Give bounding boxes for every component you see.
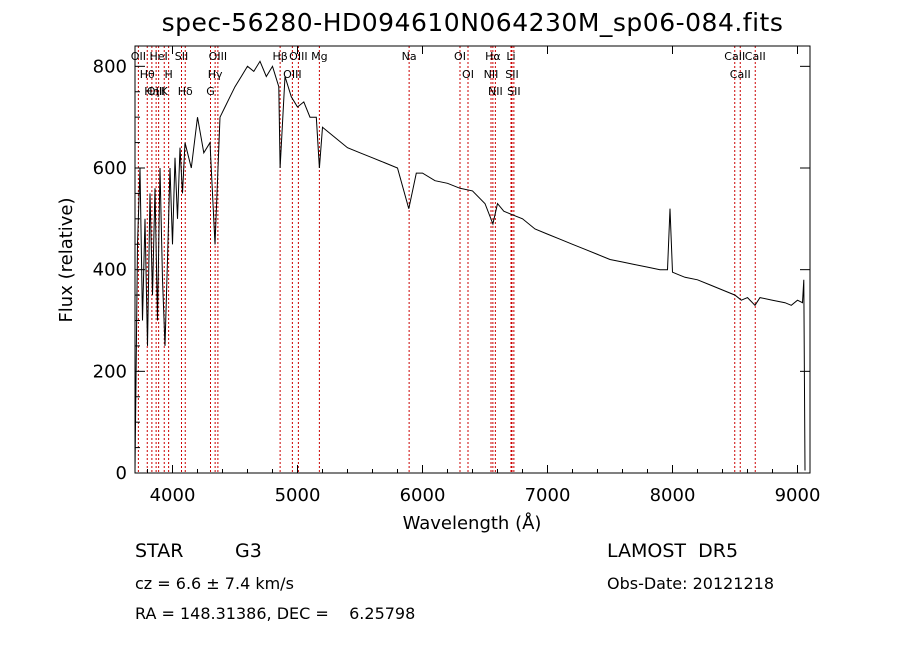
line-marker-label: SII — [507, 85, 520, 98]
line-marker-label: Hθ — [140, 68, 155, 81]
y-tick-label: 600 — [93, 158, 127, 179]
y-tick-label: 800 — [93, 56, 127, 77]
line-marker-label: SII — [175, 50, 188, 63]
x-tick-label: 7000 — [525, 485, 571, 506]
line-marker-label: SII — [505, 68, 518, 81]
line-marker-label: NII — [484, 68, 499, 81]
line-marker-label: OII — [131, 50, 146, 63]
line-marker-label: K — [161, 85, 169, 98]
y-tick-label: 0 — [116, 463, 127, 484]
x-tick-label: 6000 — [400, 485, 446, 506]
line-marker-label: OI — [454, 50, 466, 63]
line-marker-label: OIII — [147, 85, 165, 98]
x-axis-label: Wavelength (Å) — [403, 512, 542, 534]
chart-title: spec-56280-HD094610N064230M_sp06-084.fit… — [161, 8, 784, 37]
line-marker-label: G — [206, 85, 215, 98]
survey-label: LAMOST DR5 — [607, 540, 739, 562]
x-tick-label: 5000 — [275, 485, 321, 506]
line-marker-label: Hδ — [178, 85, 193, 98]
line-marker-label: Hη — [144, 85, 159, 98]
line-marker-label: CaII — [730, 68, 751, 81]
line-marker-label: Mg — [311, 50, 327, 63]
line-marker-label: H — [164, 68, 172, 81]
redshift-readout: cz = 6.6 ± 7.4 km/s — [135, 574, 294, 593]
y-tick-label: 400 — [93, 260, 127, 281]
line-marker-label: HeI — [149, 50, 167, 63]
plot-frame — [134, 45, 811, 474]
x-tick-label: 4000 — [150, 485, 196, 506]
line-marker-label: CaII — [724, 50, 745, 63]
x-tick-label: 9000 — [775, 485, 821, 506]
line-marker-label: Li — [506, 50, 515, 63]
line-marker-label: CaII — [745, 50, 766, 63]
line-marker-label: Hβ — [272, 50, 287, 63]
line-marker-label: Hγ — [208, 68, 223, 81]
coordinates-readout: RA = 148.31386, DEC = 6.25798 — [135, 604, 416, 623]
line-marker-label: OI — [462, 68, 474, 81]
obs-date: Obs-Date: 20121218 — [607, 574, 775, 593]
subclass: G3 — [235, 540, 262, 562]
line-marker-label: OIII — [283, 68, 301, 81]
y-tick-label: 200 — [93, 361, 127, 382]
line-marker-label: OIII — [289, 50, 307, 63]
line-marker-label: OIII — [209, 50, 227, 63]
object-class: STAR — [135, 540, 184, 562]
spectrum-series-line — [134, 60, 806, 471]
line-marker-label: Hα — [485, 50, 501, 63]
x-tick-label: 8000 — [650, 485, 696, 506]
line-marker-label: Na — [402, 50, 417, 63]
y-axis-label: Flux (relative) — [56, 197, 77, 322]
line-marker-label: NII — [488, 85, 503, 98]
